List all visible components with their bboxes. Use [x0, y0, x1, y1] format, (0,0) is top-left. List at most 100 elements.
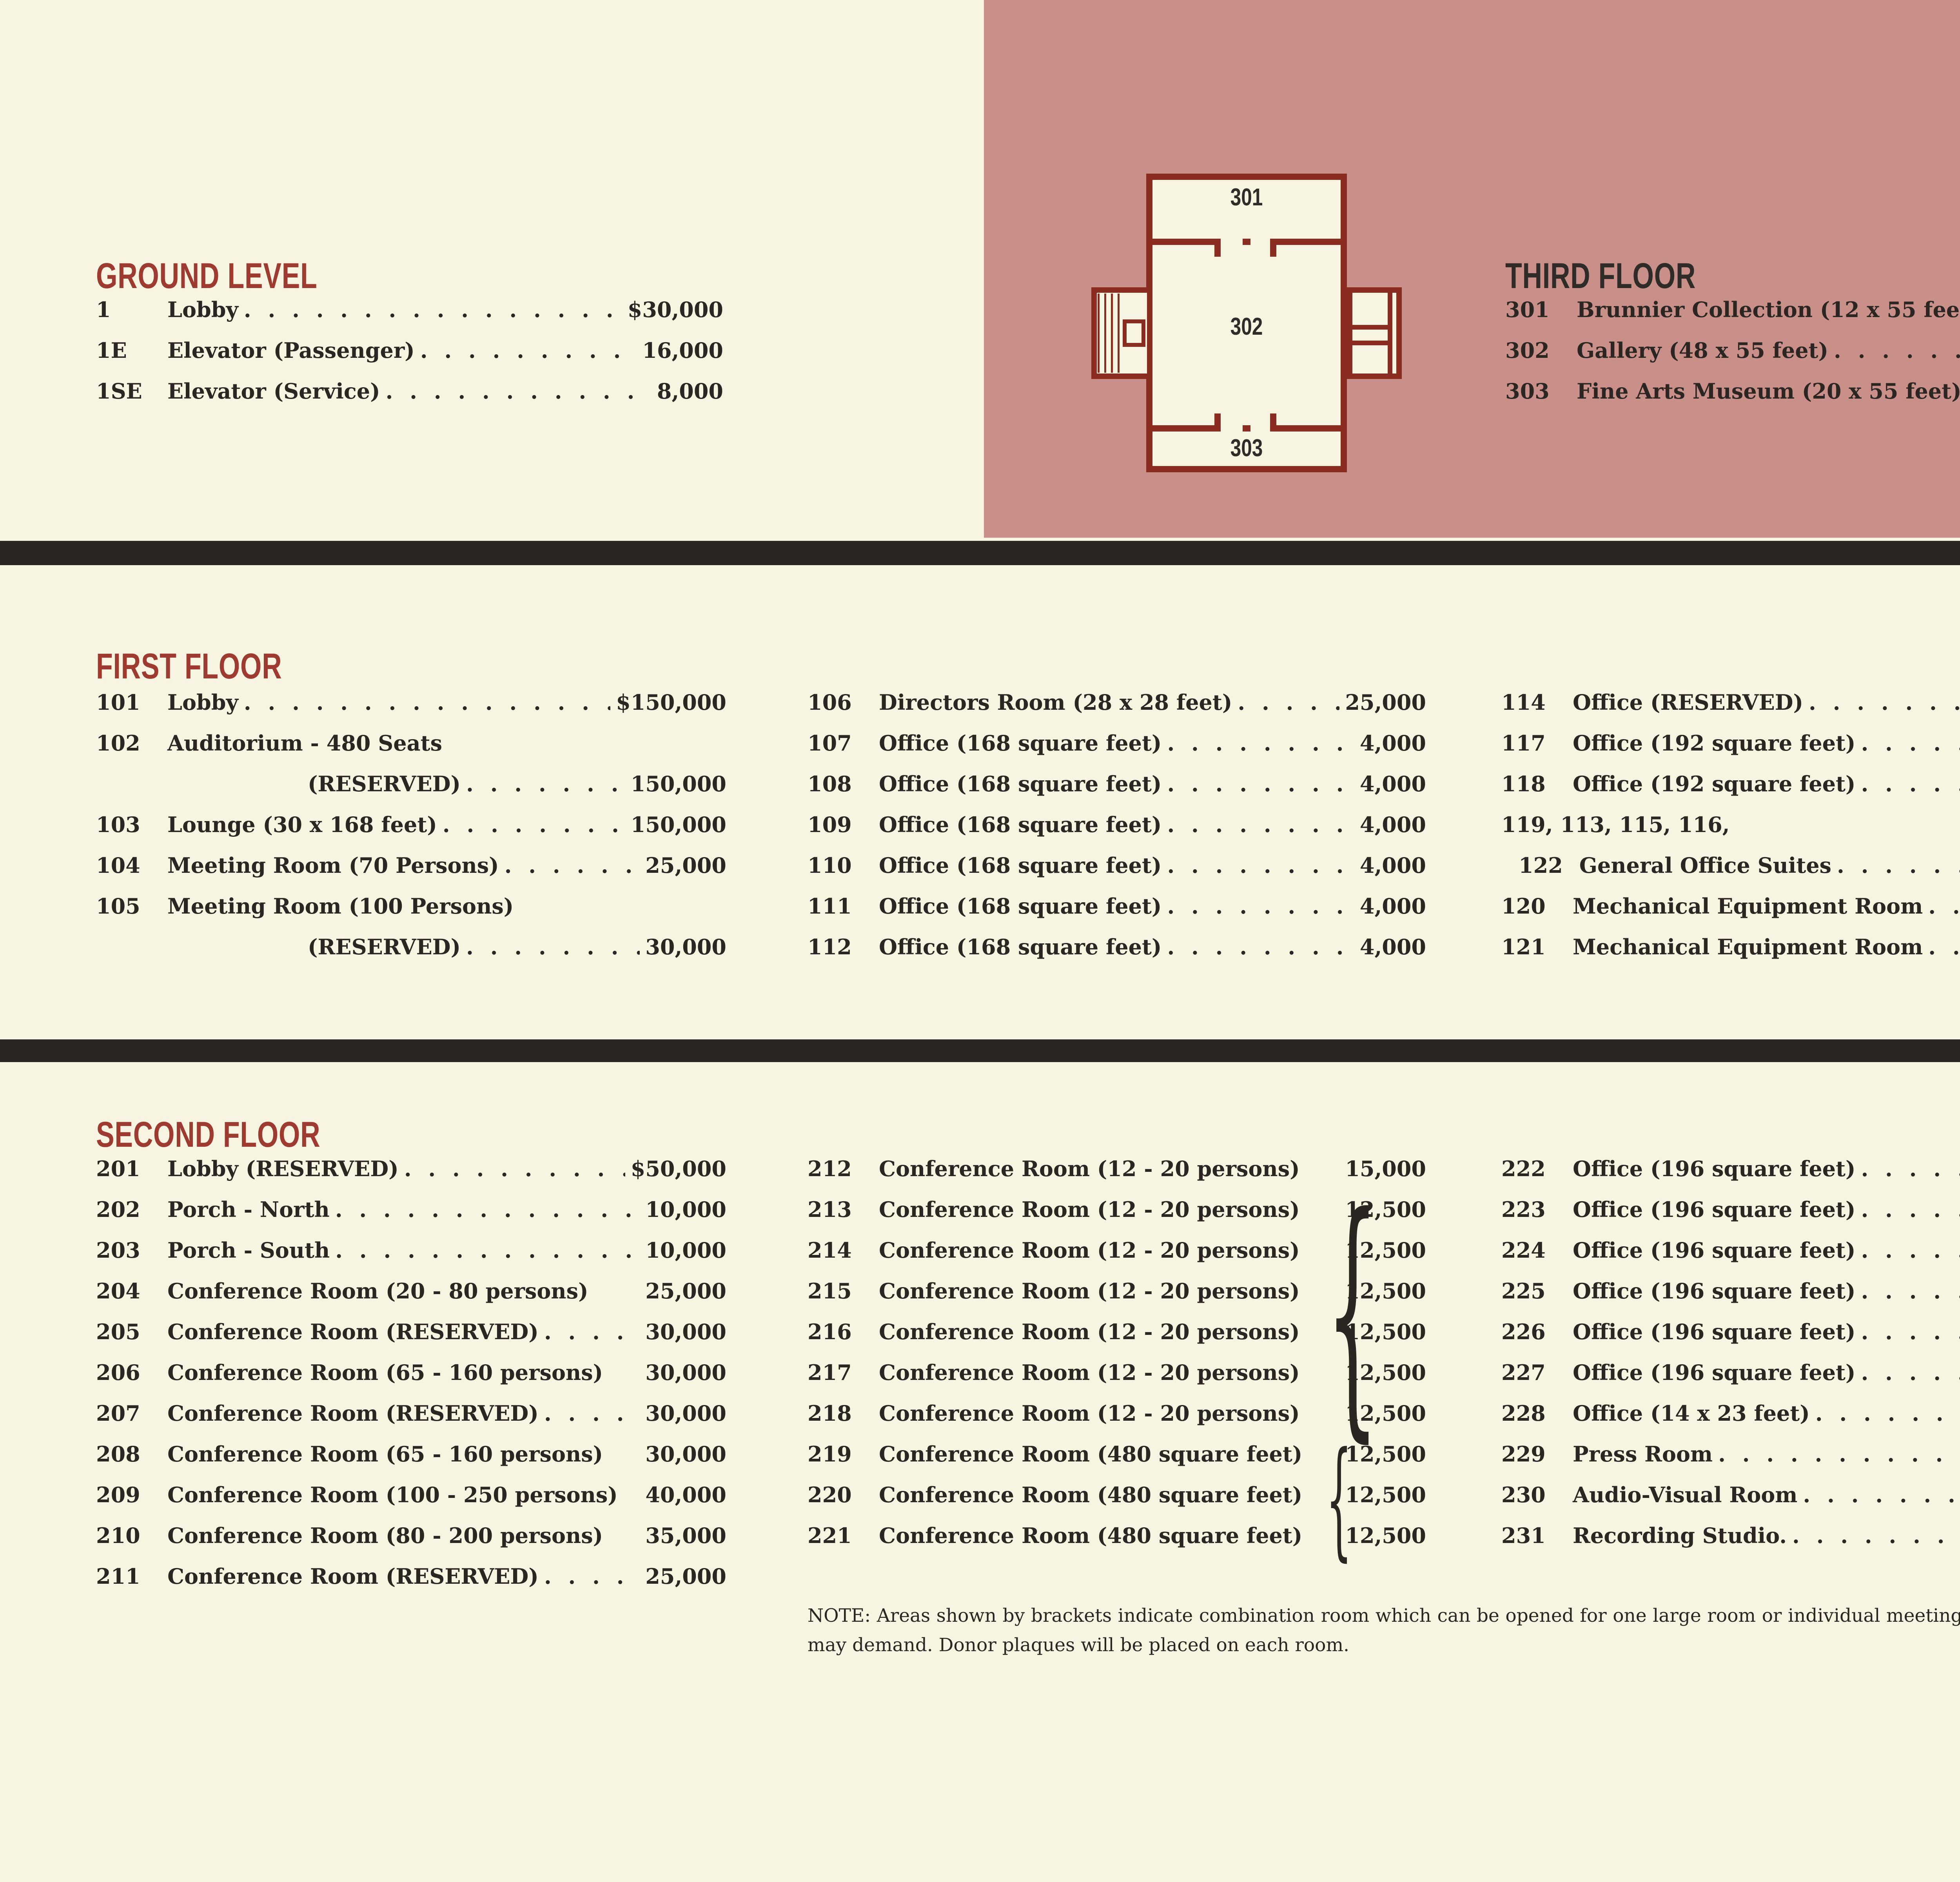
- plan-wall: [1152, 239, 1221, 245]
- room-name: Office (168 square feet): [879, 812, 1162, 837]
- room-row: 101 Lobby $150,000: [96, 690, 726, 731]
- room-name: Conference Room (480 square feet): [879, 1441, 1303, 1467]
- plan-room-302-label: 302: [1230, 313, 1263, 340]
- room-row: 210 Conference Room (80 - 200 persons) 35,…: [96, 1523, 726, 1564]
- room-number: 217: [808, 1360, 852, 1385]
- room-name: Office (192 square feet): [1573, 731, 1856, 756]
- room-number-group: 119, 113, 115, 116,: [1501, 812, 1730, 837]
- dot-leader: [1834, 338, 1960, 363]
- room-name: Conference Room (RESERVED): [167, 1564, 539, 1589]
- plan-wall: [1152, 425, 1221, 432]
- room-price: 25,000: [1345, 690, 1426, 715]
- room-row: 213 Conference Room (12 - 20 persons) 12,5…: [808, 1197, 1426, 1238]
- room-name: Office (168 square feet): [879, 934, 1162, 959]
- room-name: Audio-Visual Room: [1573, 1482, 1798, 1507]
- room-name: Brunnier Collection (12 x 55 feet) (Rese…: [1577, 297, 1960, 322]
- room-price: 4,000: [1359, 731, 1426, 756]
- room-number: 1: [96, 297, 111, 322]
- plan-wall: [1243, 239, 1250, 245]
- room-row: 105 Meeting Room (100 Persons): [96, 894, 726, 934]
- room-price: 12,500: [1345, 1441, 1426, 1467]
- room-price: 8,000: [657, 379, 723, 404]
- room-price: 35,000: [645, 1523, 726, 1548]
- room-name: Conference Room (100 - 250 persons): [167, 1482, 618, 1507]
- room-row: 215 Conference Room (12 - 20 persons) 12,5…: [808, 1278, 1426, 1319]
- dot-leader: [1861, 1278, 1960, 1304]
- room-name: Mechanical Equipment Room: [1573, 894, 1923, 919]
- dot-leader: [1861, 1319, 1960, 1344]
- room-name: Office (196 square feet): [1573, 1360, 1856, 1385]
- room-row: 208 Conference Room (65 - 160 persons) 30,…: [96, 1441, 726, 1482]
- ground-level-list: 1 Lobby $30,000 1E Elevator (Passenger) 16,00…: [96, 297, 723, 419]
- dot-leader: [335, 1238, 640, 1263]
- dot-leader: [544, 1401, 640, 1426]
- room-price: $30,000: [627, 297, 723, 322]
- third-floor-heading: THIRD FLOOR: [1505, 256, 1696, 296]
- dot-leader: [386, 379, 652, 404]
- room-group-row: 119, 113, 115, 116,: [1501, 812, 1960, 853]
- plan-room-301-label: 301: [1230, 184, 1263, 211]
- room-name: Office (196 square feet): [1573, 1319, 1856, 1344]
- room-number: 112: [808, 934, 852, 959]
- dot-leader: [1167, 853, 1354, 878]
- room-price: 40,000: [645, 1482, 726, 1507]
- room-name: (RESERVED): [308, 934, 461, 959]
- room-price: 4,000: [1359, 894, 1426, 919]
- room-row: 219 Conference Room (480 square feet) 12,5…: [808, 1441, 1426, 1482]
- room-name: Office (196 square feet): [1573, 1197, 1856, 1222]
- room-row: 108 Office (168 square feet) 4,000: [808, 771, 1426, 812]
- room-number: 205: [96, 1319, 140, 1344]
- room-number: 211: [96, 1564, 140, 1589]
- room-name: Elevator (Passenger): [167, 338, 415, 363]
- room-name: Porch - North: [167, 1197, 330, 1222]
- dot-leader: [1861, 1197, 1960, 1222]
- room-name: Conference Room (80 - 200 persons): [167, 1523, 603, 1548]
- room-number: 1E: [96, 338, 127, 363]
- room-number: 229: [1501, 1441, 1546, 1467]
- room-row: 1SE Elevator (Service) 8,000: [96, 379, 723, 419]
- room-name: Conference Room (20 - 80 persons): [167, 1278, 588, 1304]
- room-name: General Office Suites: [1579, 853, 1831, 878]
- dot-leader: [1861, 1156, 1960, 1181]
- room-row: 110 Office (168 square feet) 4,000: [808, 853, 1426, 894]
- room-number: 301: [1505, 297, 1550, 322]
- dot-leader: [505, 853, 640, 878]
- room-price: 30,000: [645, 1319, 726, 1344]
- room-number: 103: [96, 812, 140, 837]
- room-number: 216: [808, 1319, 852, 1344]
- dot-leader: [420, 338, 637, 363]
- second-floor-heading: SECOND FLOOR: [96, 1115, 321, 1155]
- room-price: 25,000: [645, 1278, 726, 1304]
- room-number: 114: [1501, 690, 1546, 715]
- room-price: 12,500: [1345, 1401, 1426, 1426]
- room-price: 12,500: [1345, 1278, 1426, 1304]
- dot-leader: [1928, 934, 1960, 959]
- room-row-continued: (RESERVED) 150,000: [96, 771, 726, 812]
- dot-leader: [1861, 1360, 1960, 1385]
- room-number: 109: [808, 812, 852, 837]
- room-price: 10,000: [645, 1238, 726, 1263]
- room-row: 202 Porch - North 10,000: [96, 1197, 726, 1238]
- room-row: 221 Conference Room (480 square feet) 12,5…: [808, 1523, 1426, 1564]
- plan-wall: [1388, 293, 1392, 373]
- room-row: 1 Lobby $30,000: [96, 297, 723, 338]
- room-number: 303: [1505, 379, 1550, 404]
- room-row: 216 Conference Room (12 - 20 persons) 12,5…: [808, 1319, 1426, 1360]
- room-number: 111: [808, 894, 852, 919]
- room-name: Office (196 square feet): [1573, 1156, 1856, 1181]
- room-price: 12,500: [1345, 1197, 1426, 1222]
- room-number: 122: [1519, 853, 1563, 878]
- room-number: 110: [808, 853, 852, 878]
- room-name: Meeting Room (100 Persons): [167, 894, 514, 919]
- room-price: 30,000: [645, 934, 726, 959]
- room-row: 1E Elevator (Passenger) 16,000: [96, 338, 723, 379]
